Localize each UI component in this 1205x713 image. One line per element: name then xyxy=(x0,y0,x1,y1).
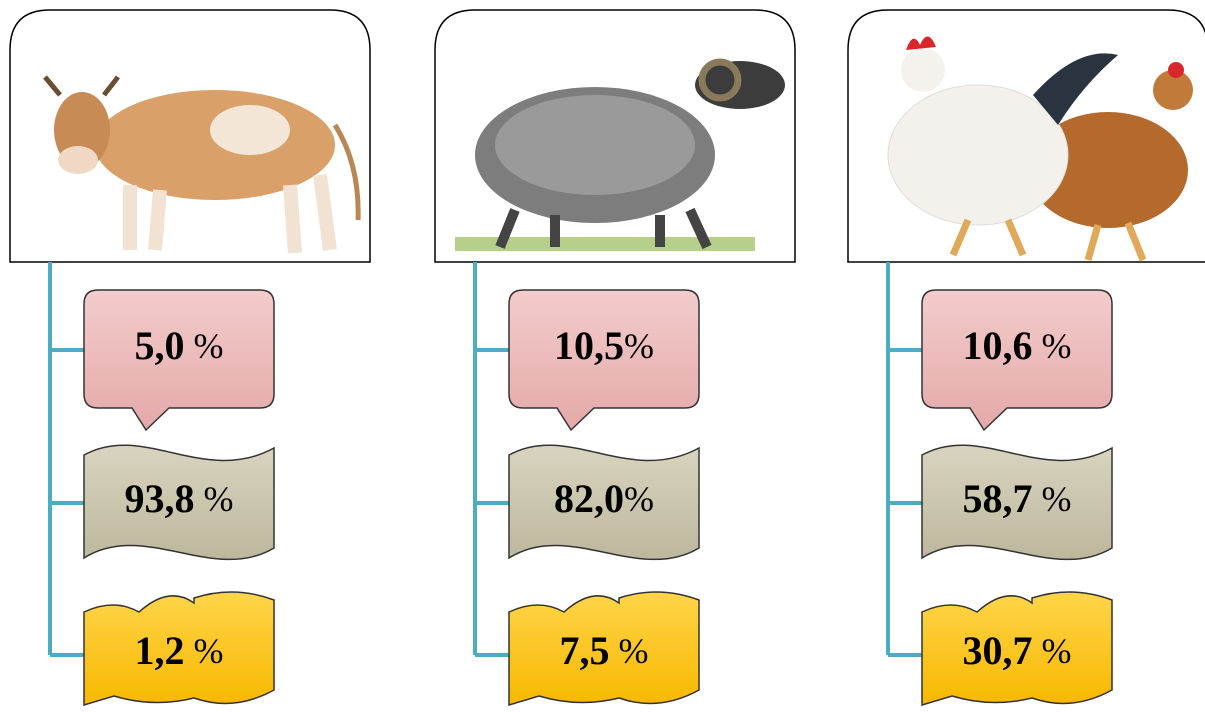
percent-label: 5,0 % xyxy=(135,323,224,368)
percent-value: 1,2 xyxy=(135,628,185,673)
cow-horns xyxy=(43,75,120,97)
rooster-tail xyxy=(1033,53,1118,125)
percent-value: 10,5 xyxy=(554,323,624,368)
animal-card xyxy=(847,9,1205,263)
hen-body xyxy=(1028,112,1188,228)
percent-label: 10,6 % xyxy=(963,323,1072,368)
percent-unit: % xyxy=(195,479,234,519)
percent-unit: % xyxy=(1033,631,1072,671)
percent-label: 58,7 % xyxy=(963,476,1072,521)
sheep-wool xyxy=(495,95,695,195)
value-box xyxy=(921,289,1113,432)
cow-body xyxy=(95,90,335,200)
percent-value: 10,6 xyxy=(963,323,1033,368)
hen-head xyxy=(1153,70,1193,110)
value-box xyxy=(921,591,1113,707)
animal-card xyxy=(434,9,796,263)
percent-unit: % xyxy=(1033,479,1072,519)
rooster-body xyxy=(887,84,1069,226)
chicken-legs xyxy=(949,218,1147,262)
percent-label: 93,8 % xyxy=(125,476,234,521)
percent-unit: % xyxy=(624,479,654,519)
animal-image xyxy=(455,58,785,251)
percent-label: 82,0% xyxy=(554,476,654,521)
cow-muzzle xyxy=(58,146,98,174)
percent-unit: % xyxy=(1033,326,1072,366)
sheep-legs xyxy=(495,207,712,250)
animal-image xyxy=(43,75,361,254)
percent-unit: % xyxy=(624,326,654,366)
value-box xyxy=(508,289,700,432)
value-box xyxy=(921,444,1113,561)
value-box xyxy=(508,444,700,561)
percent-value: 5,0 xyxy=(135,323,185,368)
cow-patch xyxy=(210,105,290,155)
value-box xyxy=(508,591,700,707)
percent-value: 58,7 xyxy=(963,476,1033,521)
percent-label: 30,7 % xyxy=(963,628,1072,673)
percent-label: 10,5% xyxy=(554,323,654,368)
percent-unit: % xyxy=(185,326,224,366)
cow-legs xyxy=(123,174,337,254)
rooster-comb xyxy=(906,36,936,50)
percent-label: 7,5 % xyxy=(560,628,649,673)
sheep-horn xyxy=(698,58,742,102)
value-box xyxy=(83,444,275,561)
percent-value: 7,5 xyxy=(560,628,610,673)
percent-value: 30,7 xyxy=(963,628,1033,673)
hen-comb xyxy=(1168,62,1184,78)
rooster-head xyxy=(901,48,945,92)
percent-value: 93,8 xyxy=(125,476,195,521)
animal-card xyxy=(9,9,371,263)
percent-unit: % xyxy=(185,631,224,671)
cow-tail xyxy=(332,123,361,221)
percent-label: 1,2 % xyxy=(135,628,224,673)
value-box xyxy=(83,591,275,707)
value-box xyxy=(83,289,275,432)
animal-image xyxy=(887,36,1193,262)
grass xyxy=(455,237,755,251)
percent-value: 82,0 xyxy=(554,476,624,521)
percent-unit: % xyxy=(610,631,649,671)
